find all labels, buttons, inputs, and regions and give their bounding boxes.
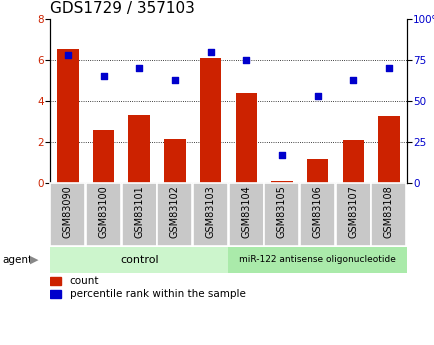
Text: ▶: ▶ (30, 255, 38, 265)
Text: miR-122 antisense oligonucleotide: miR-122 antisense oligonucleotide (239, 255, 395, 264)
Point (135, 66, 142, 71)
Point (64, 52, 71, 58)
FancyBboxPatch shape (228, 184, 263, 246)
Bar (199, 58, 221, 183)
Text: GSM83105: GSM83105 (276, 185, 286, 238)
Point (171, 77, 178, 82)
Text: GSM83100: GSM83100 (99, 185, 108, 238)
Bar (306, 159, 328, 183)
FancyBboxPatch shape (50, 184, 85, 246)
Point (349, 77, 356, 82)
Text: GSM83107: GSM83107 (348, 185, 357, 238)
Point (313, 93, 320, 99)
Text: GSM83108: GSM83108 (383, 185, 393, 238)
FancyBboxPatch shape (86, 184, 121, 246)
Bar (235, 93, 256, 183)
Text: GSM83102: GSM83102 (170, 185, 179, 238)
Point (100, 73, 107, 79)
FancyBboxPatch shape (299, 184, 334, 246)
FancyBboxPatch shape (264, 184, 299, 246)
FancyBboxPatch shape (335, 184, 370, 246)
Bar (228, 247, 406, 273)
Text: GSM83106: GSM83106 (312, 185, 322, 238)
FancyBboxPatch shape (193, 184, 227, 246)
Bar (50, 290, 61, 298)
Text: control: control (120, 255, 158, 265)
Text: GSM83101: GSM83101 (134, 185, 144, 238)
Text: GSM83104: GSM83104 (241, 185, 250, 238)
Text: GSM83103: GSM83103 (205, 185, 215, 238)
Bar (377, 116, 399, 183)
Point (278, 152, 285, 158)
Text: agent: agent (2, 255, 32, 265)
Text: GSM83090: GSM83090 (63, 185, 72, 238)
FancyBboxPatch shape (157, 184, 192, 246)
Text: GDS1729 / 357103: GDS1729 / 357103 (50, 1, 194, 17)
Point (207, 49, 214, 55)
Point (385, 66, 391, 71)
Text: count: count (69, 276, 99, 286)
Bar (342, 140, 363, 183)
FancyBboxPatch shape (371, 184, 405, 246)
Bar (270, 181, 292, 183)
Bar (50, 247, 228, 273)
Bar (92, 130, 114, 183)
Bar (57, 49, 79, 183)
Bar (128, 115, 150, 183)
FancyBboxPatch shape (122, 184, 156, 246)
Point (242, 57, 249, 63)
Text: percentile rank within the sample: percentile rank within the sample (69, 289, 245, 299)
Bar (50, 277, 61, 285)
Bar (164, 139, 185, 183)
